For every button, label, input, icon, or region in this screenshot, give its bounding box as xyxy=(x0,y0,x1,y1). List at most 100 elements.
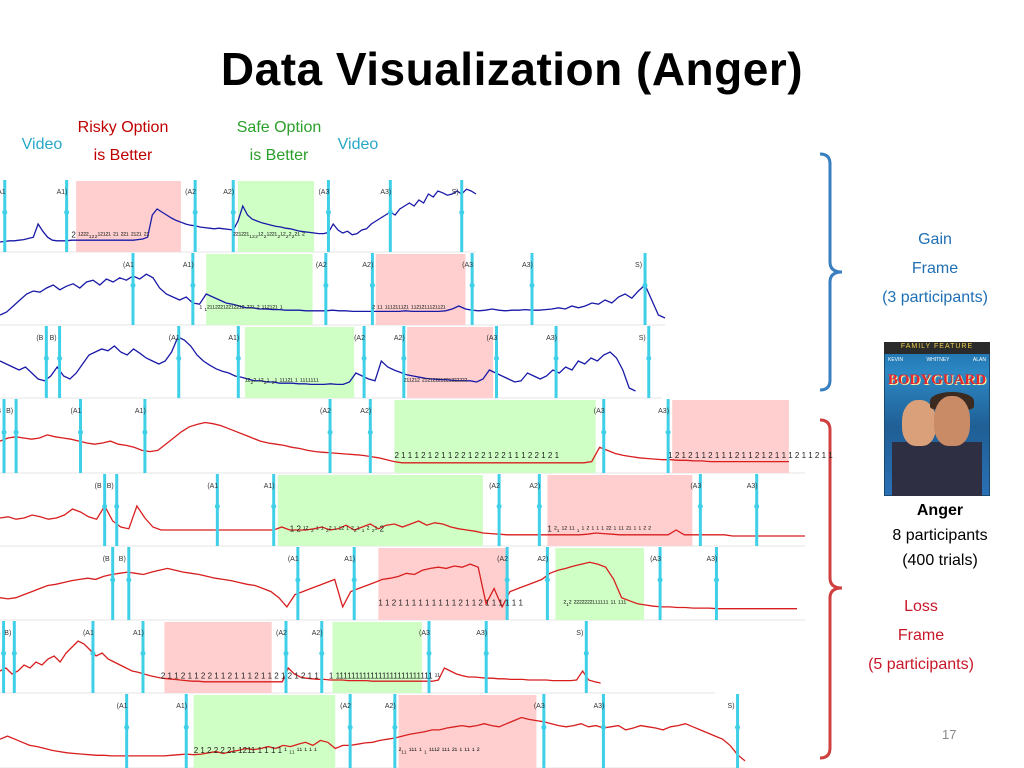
event-marker-label: A3) xyxy=(658,408,669,415)
trial-tick-digits: ¹ ₁²¹¹²²²¹²²¹²²¹² ²²¹ ² ¹¹²¹²¹ ¹ xyxy=(200,304,283,313)
event-marker-label: (A1 xyxy=(0,189,6,196)
trial-tick-digits: 2 1 1 2 1 1 2 2 1 1 2 1 1 1 2 1 1 2 1 2 … xyxy=(161,672,319,681)
event-marker-label: (A1 xyxy=(83,630,94,637)
event-marker-dot xyxy=(57,355,63,361)
risky-region xyxy=(375,254,466,325)
gain-frame-label: Gain Frame (3 participants) xyxy=(860,225,1010,312)
event-marker-dot xyxy=(192,209,198,215)
event-marker-label: (B xyxy=(0,630,1,637)
participant-row: (B B) (A1 A1) (A2 A2) (A3 A3) 1 1 2 1 1 1 1 1 1 … xyxy=(0,547,805,621)
event-marker-label: A1) xyxy=(176,703,187,710)
trial-tick-digits: ¹²₂² ¹²₂¹ ₂¹ ¹¹¹²¹ ¹ ¹¹¹¹¹¹¹ xyxy=(245,377,319,386)
event-marker-dot xyxy=(323,282,329,288)
event-marker-dot xyxy=(387,209,393,215)
event-marker-dot xyxy=(504,577,510,583)
event-marker-dot xyxy=(319,650,325,656)
trial-tick-digits: 1 ²₁ ¹² ¹¹ ₁ ¹ ² ¹ ¹ ¹ ²² ¹ ¹¹ ²¹ ¹ ¹ ² … xyxy=(547,525,651,534)
event-marker-dot xyxy=(325,209,331,215)
event-marker-dot xyxy=(1,429,7,435)
trial-tick-digits: 2 1 2 2 2 21 1211 1 1 1 1 ¹ ₁₁ ¹¹ ¹ ¹ ¹ xyxy=(194,746,317,755)
event-marker-label: A2) xyxy=(312,630,323,637)
event-marker-dot xyxy=(369,282,375,288)
event-marker-dot xyxy=(327,429,333,435)
event-marker-label: A3) xyxy=(706,556,717,563)
participant-row: (B B) (A1 A1) (A2 A2) (A3 A3) S) ¹²₂² ¹²₂¹ ₂¹ ¹¹¹… xyxy=(0,326,662,399)
safe-option-header: Safe Option is Better xyxy=(216,114,342,170)
participant-row: (B B) (A1 A1) (A2 A2) (A3 A3) 1 2 ¹² ₂ ¹ ¹ ₂² ¹ … xyxy=(0,474,805,547)
event-marker-label: (A1 xyxy=(288,556,299,563)
event-marker-dot xyxy=(90,650,96,656)
loss-series-line xyxy=(0,504,805,537)
event-marker-label: A2) xyxy=(360,408,371,415)
safe-region xyxy=(193,695,336,768)
event-marker-dot xyxy=(78,429,83,435)
video-left-label: Video xyxy=(21,136,63,153)
trial-tick-digits: ²₁² ²²²²²²²¹¹¹¹¹¹ ¹¹ ¹¹¹ xyxy=(564,598,627,607)
event-marker-dot xyxy=(665,429,671,435)
event-marker-label: A3) xyxy=(546,335,557,342)
event-marker-label: (B xyxy=(36,335,43,342)
loss-series-line xyxy=(0,716,746,762)
risky-option-line1: Risky Option xyxy=(77,119,169,136)
event-marker-dot xyxy=(483,650,489,656)
trial-tick-digits: ² ¹¹ ¹¹¹²¹¹¹²¹ ¹¹²¹²¹¹¹²¹¹²¹ xyxy=(372,304,446,313)
poster-figure-body xyxy=(892,442,982,496)
event-marker-dot xyxy=(102,503,108,509)
event-marker-label: (A2 xyxy=(497,556,508,563)
safe-region xyxy=(277,475,483,546)
event-marker-dot xyxy=(114,503,120,509)
event-marker-label: (A3 xyxy=(318,189,329,196)
loss-frame-line3: (5 participants) xyxy=(868,656,974,673)
safe-region xyxy=(238,181,315,252)
participant-row: (BB) (A1 A1) (A2 A2) (A3 A3) S) 2 1 1 2 1 1 2 2 … xyxy=(0,621,715,694)
video-right-label: Video xyxy=(337,136,379,153)
gain-series-line xyxy=(0,273,666,319)
risky-region xyxy=(76,181,181,252)
event-marker-dot xyxy=(642,282,648,288)
event-marker-dot xyxy=(553,355,559,361)
event-marker-label: (A1 xyxy=(71,408,82,415)
anger-caption: Anger 8 participants (400 trials) xyxy=(860,498,1020,573)
event-marker-dot xyxy=(176,355,182,361)
event-marker-label: S) xyxy=(728,703,735,710)
event-marker-label: B) xyxy=(107,483,114,490)
event-marker-label: (A2 xyxy=(354,335,365,342)
event-marker-dot xyxy=(142,429,148,435)
participant-row: (B B) (A1 A1) (A2 A2) (A3 A3) 2 1 1 1 2 1 2 1 1 … xyxy=(0,399,833,474)
event-marker-dot xyxy=(735,724,741,730)
event-marker-label: (A3 xyxy=(534,703,545,710)
gain-series-line xyxy=(0,188,477,243)
event-marker-label: (B xyxy=(103,556,110,563)
event-marker-dot xyxy=(646,355,652,361)
event-marker-label: A1) xyxy=(264,483,275,490)
event-marker-label: A2) xyxy=(223,189,234,196)
slide-title: Data Visualization (Anger) xyxy=(220,43,804,95)
event-marker-dot xyxy=(295,577,301,583)
event-marker-dot xyxy=(529,282,535,288)
event-marker-label: A3) xyxy=(593,703,604,710)
event-marker-label: A2) xyxy=(362,262,373,269)
event-marker-label: (A3 xyxy=(690,483,701,490)
event-marker-dot xyxy=(283,650,289,656)
event-marker-label: (A2 xyxy=(489,483,500,490)
event-marker-dot xyxy=(183,724,189,730)
event-marker-label: (A3 xyxy=(462,262,473,269)
trial-tick-digits: 2 ¹²²²₁₂₂¹²¹²¹ ²¹ ²²¹ ²¹²¹ ²¹ xyxy=(71,231,149,240)
safe-region xyxy=(555,548,644,620)
event-marker-label: A3) xyxy=(747,483,758,490)
event-marker-label: B) xyxy=(50,335,57,342)
event-marker-label: (A3 xyxy=(487,335,498,342)
event-marker-label: (A3 xyxy=(419,630,430,637)
event-marker-dot xyxy=(601,429,607,435)
event-marker-dot xyxy=(2,209,8,215)
safe-region xyxy=(332,622,422,693)
poster-cast-1: KEVIN xyxy=(888,357,904,363)
event-marker-label: A2) xyxy=(394,335,405,342)
risky-region xyxy=(407,327,494,398)
event-marker-dot xyxy=(351,577,357,583)
event-marker-dot xyxy=(426,650,432,656)
risky-option-line2: is Better xyxy=(93,147,153,164)
trial-tick-digits: 1 2 ¹² ₂ ¹ ¹ ₂² ¹ ¹² ¹ ²₂¹ ₁ ² ₂¹ 2 xyxy=(290,525,385,534)
event-marker-label: S) xyxy=(452,189,459,196)
rows-layer: (A1 A1) (A2 A2) (A3 A3) S) 2 ¹²²²₁₂₂¹²¹²¹ ²¹ ²²… xyxy=(0,180,833,768)
